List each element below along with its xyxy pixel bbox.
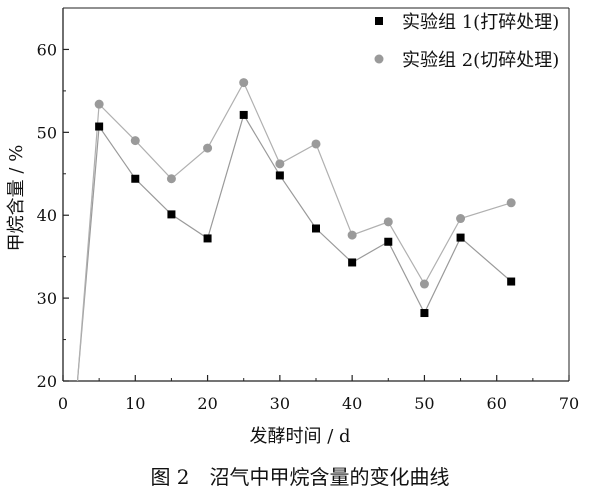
x-tick-label: 0 (58, 394, 68, 413)
series-2-point (311, 139, 321, 149)
plot-frame (62, 7, 570, 382)
x-axis-title: 发酵时间 / d (249, 426, 350, 447)
legend-label-series-1: 实验组 1(打碎处理) (402, 12, 559, 33)
x-tick-label: 70 (559, 394, 579, 413)
series-1-point (384, 237, 393, 246)
legend-marker-series-1 (375, 17, 383, 25)
series-2-point (203, 143, 213, 153)
x-tick-label: 60 (487, 394, 507, 413)
figure-caption: 图 2 沼气中甲烷含量的变化曲线 (150, 465, 449, 489)
series-1-point (131, 174, 140, 183)
legend-marker-series-2 (374, 54, 384, 64)
series-2-point (347, 230, 357, 240)
series-1-point (275, 171, 284, 180)
series-2-point (166, 174, 176, 184)
series-1-point (203, 234, 212, 243)
series-1-point (420, 309, 429, 318)
series-1-point (456, 233, 465, 242)
series-1-point (348, 258, 357, 267)
series-markers (94, 78, 516, 318)
series-2-point (275, 159, 285, 169)
x-tick-label: 40 (342, 394, 362, 413)
y-tick-label: 20 (37, 372, 57, 391)
x-tick-label: 10 (125, 394, 145, 413)
x-tick-label: 20 (197, 394, 217, 413)
series-line-1 (76, 113, 512, 382)
series-1-point (167, 210, 176, 219)
y-tick-label: 40 (37, 206, 57, 225)
series-1-point (507, 277, 516, 286)
series-2-point (383, 217, 393, 227)
series-2-point (506, 198, 516, 208)
y-axis-title: 甲烷含量 / % (6, 145, 27, 252)
x-tick-label: 30 (270, 394, 290, 413)
legend: 实验组 1(打碎处理) 实验组 2(切碎处理) (374, 12, 559, 71)
y-tick-label: 50 (37, 123, 57, 142)
series-2-point (239, 78, 249, 88)
x-tick-label: 50 (414, 394, 434, 413)
series-lines (76, 81, 512, 382)
series-1-point (95, 122, 104, 131)
series-1-point (239, 110, 248, 119)
y-tick-label: 30 (37, 289, 57, 308)
legend-label-series-2: 实验组 2(切碎处理) (402, 50, 559, 71)
series-2-point (419, 279, 429, 289)
series-2-point (130, 136, 140, 146)
series-1-point (312, 224, 320, 233)
series-2-point (456, 214, 466, 224)
series-2-point (94, 99, 104, 109)
series-line-2 (76, 81, 512, 382)
tick-labels: 0 10 20 30 40 50 60 70 20 30 40 50 60 (37, 40, 580, 413)
y-tick-label: 60 (37, 40, 57, 59)
